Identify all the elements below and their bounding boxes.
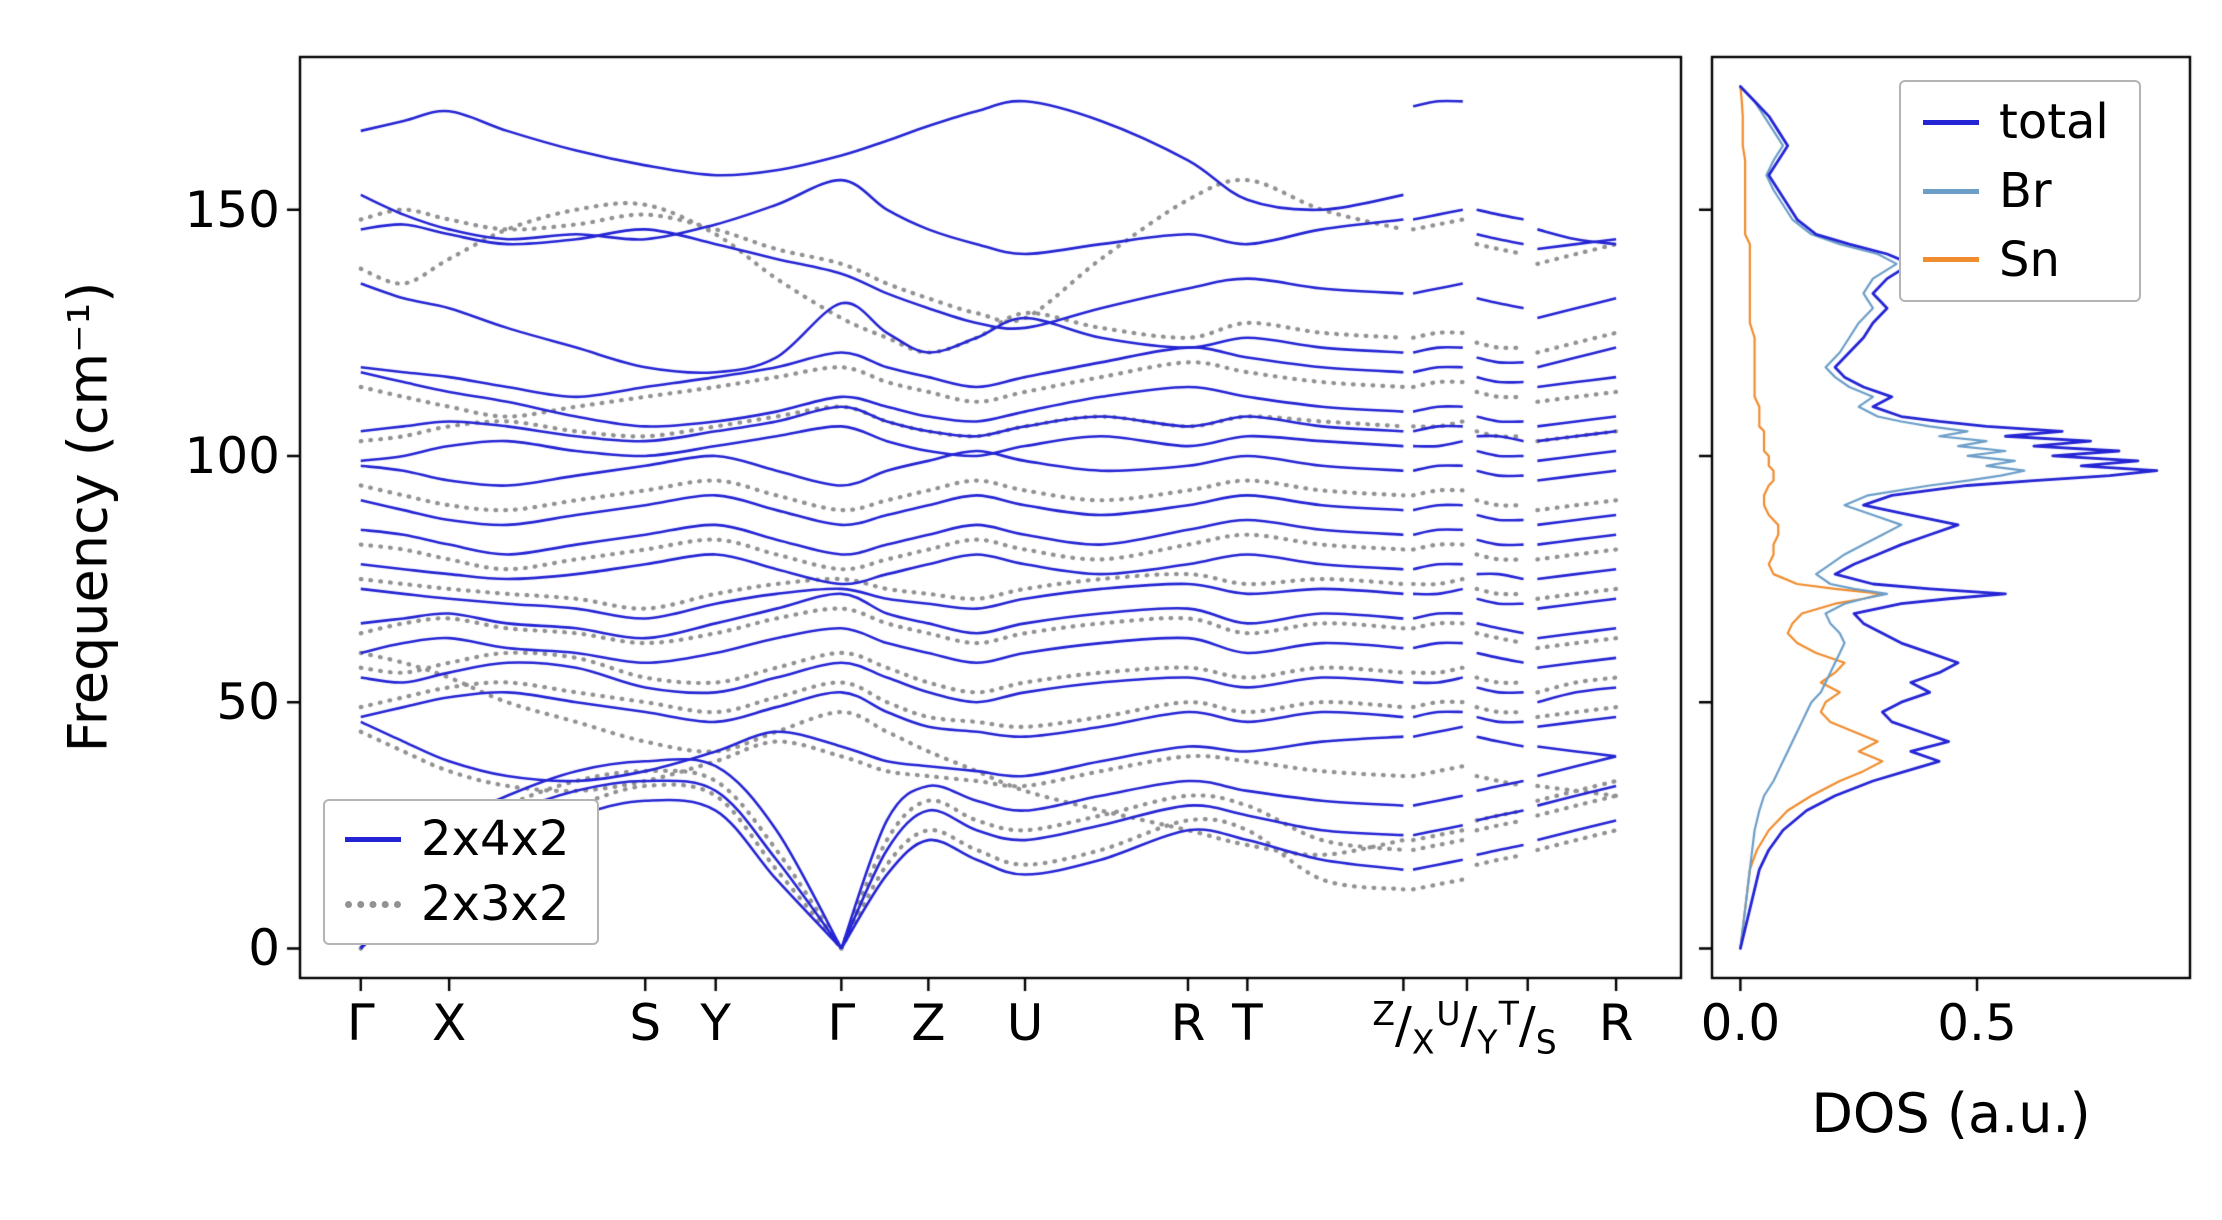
y-tick-label: 100 (184, 426, 280, 485)
x-tick-label: Z (911, 994, 946, 1052)
legend-item-total: total (1923, 96, 2109, 149)
x-tick-label: Γ (346, 994, 375, 1052)
y-tick-label: 0 (248, 919, 280, 978)
legend-item-sn: Sn (1923, 231, 2109, 288)
dos-legend: total Br Sn (1899, 80, 2141, 303)
legend-label: Sn (1999, 231, 2060, 288)
x-tick-label: Γ (827, 994, 856, 1052)
legend-line-sample-total (1923, 119, 1979, 125)
legend-item-br: Br (1923, 162, 2109, 219)
x-tick-label: R (1170, 994, 1206, 1052)
x-tick-label: R (1598, 994, 1634, 1052)
legend-line-sample-dotted (345, 900, 401, 908)
dos-x-tick-label: 0.0 (1700, 994, 1781, 1052)
x-tick-label: S (629, 994, 662, 1052)
legend-line-sample-br (1923, 188, 1979, 194)
x-tick-label: U (1006, 994, 1044, 1052)
legend-label: 2x3x2 (421, 875, 570, 932)
bands-legend: 2x4x2 2x3x2 (323, 799, 600, 945)
dos-x-tick-label: 0.5 (1937, 994, 2017, 1052)
legend-label: Br (1999, 162, 2052, 219)
x-tick-label: Z/X (1372, 994, 1435, 1062)
dos-x-axis-label: DOS (a.u.) (1811, 1082, 2091, 1145)
legend-line-sample-sn (1923, 257, 1979, 263)
legend-label: total (1999, 94, 2109, 150)
legend-line-sample-solid (345, 836, 401, 842)
x-tick-label: U/Y (1436, 994, 1498, 1062)
x-tick-label: Y (700, 994, 731, 1052)
x-tick-label: T/S (1498, 994, 1557, 1062)
legend-item-2x3x2: 2x3x2 (345, 875, 570, 932)
x-tick-label: T (1232, 994, 1263, 1052)
y-tick-label: 50 (216, 673, 280, 732)
y-tick-label: 150 (184, 180, 280, 239)
y-axis-label: Frequency (cm⁻¹) (56, 281, 120, 753)
x-tick-label: X (432, 994, 467, 1052)
legend-item-2x4x2: 2x4x2 (345, 813, 569, 866)
legend-label: 2x4x2 (421, 811, 570, 867)
